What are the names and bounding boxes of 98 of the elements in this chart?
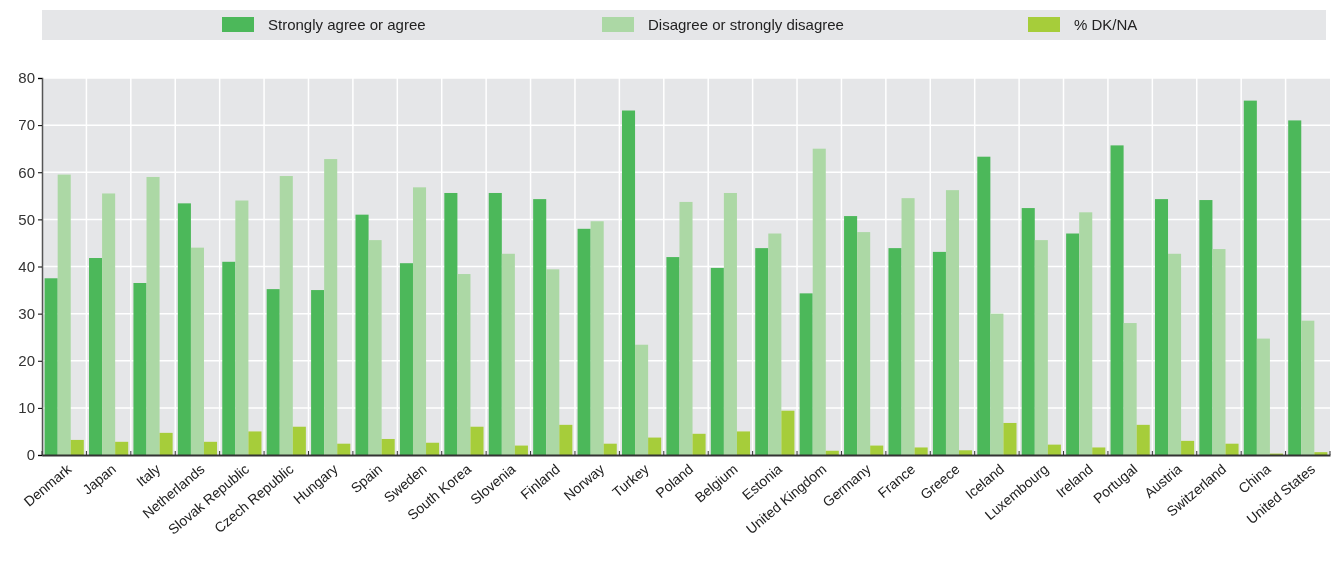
bar [1243, 100, 1257, 455]
bar [222, 261, 236, 455]
bar [1154, 199, 1169, 455]
bar [266, 289, 280, 455]
bar [368, 240, 382, 455]
bar [546, 269, 560, 455]
bar [399, 263, 413, 455]
bar [292, 426, 306, 455]
bar [603, 443, 617, 455]
bar [470, 426, 484, 455]
bar [235, 200, 249, 455]
bar [710, 267, 724, 455]
bar [812, 148, 826, 455]
bar [768, 233, 782, 455]
bar [635, 344, 649, 455]
bar [355, 214, 369, 455]
y-tick-label: 0 [26, 446, 35, 464]
bar [337, 443, 351, 455]
bar [844, 216, 858, 455]
y-tick-label: 80 [18, 69, 35, 87]
bar [514, 445, 528, 455]
bar [311, 290, 325, 455]
bar [133, 282, 147, 455]
bar [412, 187, 427, 455]
bar [1047, 444, 1061, 455]
bar [248, 431, 262, 455]
bar [533, 199, 547, 455]
bar [648, 437, 662, 455]
bar [1110, 145, 1124, 455]
bar [444, 192, 458, 455]
bar [488, 192, 502, 455]
bar [755, 248, 769, 455]
bar [977, 156, 991, 455]
bar [177, 203, 191, 455]
bar [159, 432, 173, 455]
bar [381, 438, 395, 455]
bar [888, 248, 902, 455]
bar [621, 110, 636, 455]
bar [901, 198, 915, 455]
bar [1288, 120, 1302, 455]
bar [1256, 338, 1270, 455]
y-tick-label: 40 [18, 257, 35, 275]
bar [203, 441, 218, 455]
bar [1066, 233, 1080, 455]
bar [1225, 443, 1239, 455]
bar [1212, 249, 1226, 455]
bar [857, 232, 871, 455]
y-tick-label: 70 [18, 116, 35, 134]
bar [324, 159, 338, 455]
bar [1034, 240, 1048, 455]
bar [426, 442, 440, 455]
bar [1136, 424, 1150, 455]
bar [1079, 212, 1093, 455]
bar [945, 190, 960, 455]
y-tick-label: 60 [18, 163, 35, 181]
bar [279, 176, 293, 455]
bar [799, 293, 813, 455]
bar [146, 176, 160, 455]
bar [932, 251, 946, 455]
bar [723, 192, 737, 455]
bar [1003, 422, 1017, 455]
bar [1123, 323, 1137, 455]
bar [959, 450, 973, 455]
bar [559, 424, 573, 455]
y-tick-label: 30 [18, 304, 35, 322]
bar [70, 439, 84, 455]
bar [1021, 208, 1035, 455]
bar [825, 450, 839, 455]
bar [1199, 200, 1213, 455]
bar [914, 447, 928, 455]
bar [89, 258, 103, 455]
bar [1314, 452, 1328, 455]
bar [590, 221, 604, 455]
bar [102, 193, 116, 455]
y-tick-label: 20 [18, 352, 35, 370]
bar [577, 228, 591, 455]
bar [1168, 253, 1182, 455]
legend-label: Disagree or strongly disagree [648, 16, 844, 33]
bar [870, 445, 884, 455]
bar [457, 274, 471, 455]
bar [44, 278, 58, 455]
bar [781, 410, 795, 455]
bar [1301, 320, 1315, 455]
bar [190, 247, 204, 455]
bar [736, 431, 751, 455]
bar [679, 201, 693, 455]
y-tick-label: 50 [18, 210, 35, 228]
bar [501, 253, 515, 455]
bar [990, 313, 1004, 455]
bar [692, 433, 706, 455]
legend-label: % DK/NA [1074, 16, 1138, 33]
bar [57, 174, 71, 455]
legend-label: Strongly agree or agree [268, 16, 426, 33]
y-tick-label: 10 [18, 399, 35, 417]
bar [666, 257, 680, 455]
bar [115, 441, 129, 455]
bar [1181, 440, 1195, 455]
bar [1092, 447, 1106, 455]
